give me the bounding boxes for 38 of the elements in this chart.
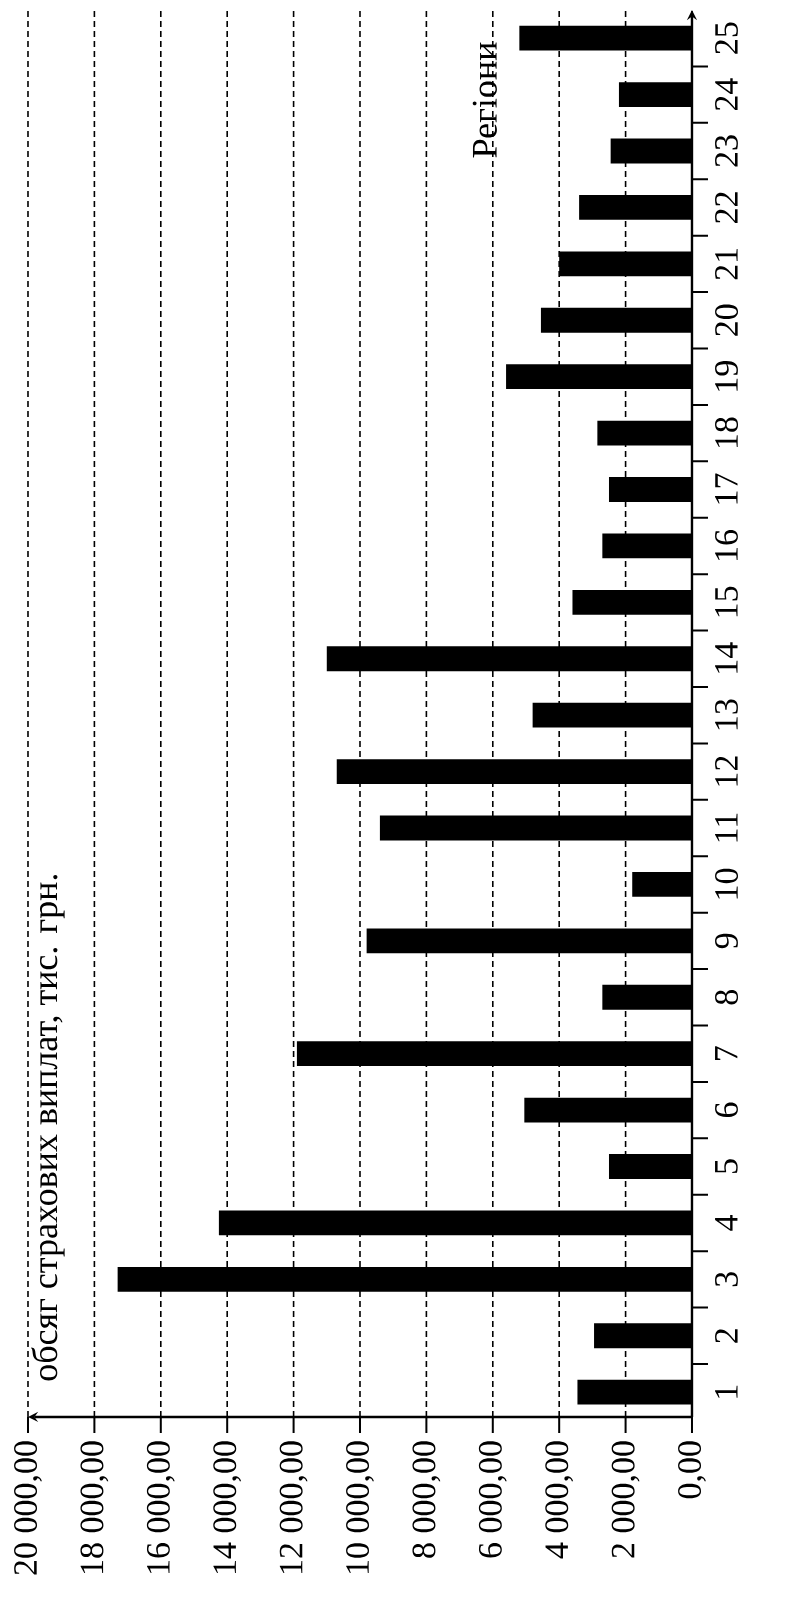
y-tick-label: 11	[715, 813, 738, 842]
y-tick-label: 5	[715, 1159, 738, 1174]
x-tick-label: 0,00	[678, 1441, 706, 1499]
y-tick-label: 20	[715, 304, 739, 336]
y-tick-label: 18	[715, 417, 739, 448]
y-tick-label: 7	[715, 1046, 738, 1060]
x-tick-label: 20 000,00	[14, 1441, 42, 1575]
y-axis-title: Регіони	[472, 42, 497, 158]
x-tick-label: 14 000,00	[213, 1441, 242, 1574]
y-tick-label: 3	[715, 1272, 738, 1287]
y-tick-label: 22	[715, 192, 738, 223]
y-tick-label: 17	[715, 473, 738, 504]
y-tick-label: 1	[715, 1385, 738, 1398]
y-tick-label: 9	[715, 933, 738, 949]
y-tick-label: 24	[715, 78, 738, 111]
y-tick-label: 10	[715, 868, 739, 899]
y-tick-label: 25	[715, 22, 738, 54]
x-tick-label: 16 000,00	[146, 1441, 175, 1574]
annotation: обсяг страхових виплат, тис. грн.	[31, 874, 65, 1381]
x-tick-label: 10 000,00	[346, 1441, 374, 1574]
y-tick-label: 14	[715, 642, 738, 673]
y-tick-label: 13	[715, 699, 738, 730]
y-tick-label: 4	[715, 1214, 738, 1231]
y-tick-label: 15	[715, 586, 738, 617]
x-tick-label: 6 000,00	[478, 1441, 507, 1558]
y-tick-label: 21	[715, 248, 738, 280]
x-tick-label: 8 000,00	[412, 1441, 441, 1558]
x-tick-label: 18 000,00	[80, 1441, 109, 1574]
y-tick-label: 19	[715, 361, 738, 391]
y-tick-label: 16	[715, 529, 738, 560]
x-tick-label: 2 000,00	[611, 1441, 640, 1558]
y-tick-label: 6	[715, 1102, 738, 1118]
x-tick-label: 12 000,00	[279, 1441, 308, 1574]
y-tick-label: 23	[715, 135, 738, 167]
y-tick-label: 12	[715, 756, 738, 786]
y-tick-label: 2	[715, 1329, 738, 1343]
x-tick-label: 4 000,00	[545, 1441, 574, 1559]
y-tick-label: 8	[715, 990, 739, 1005]
